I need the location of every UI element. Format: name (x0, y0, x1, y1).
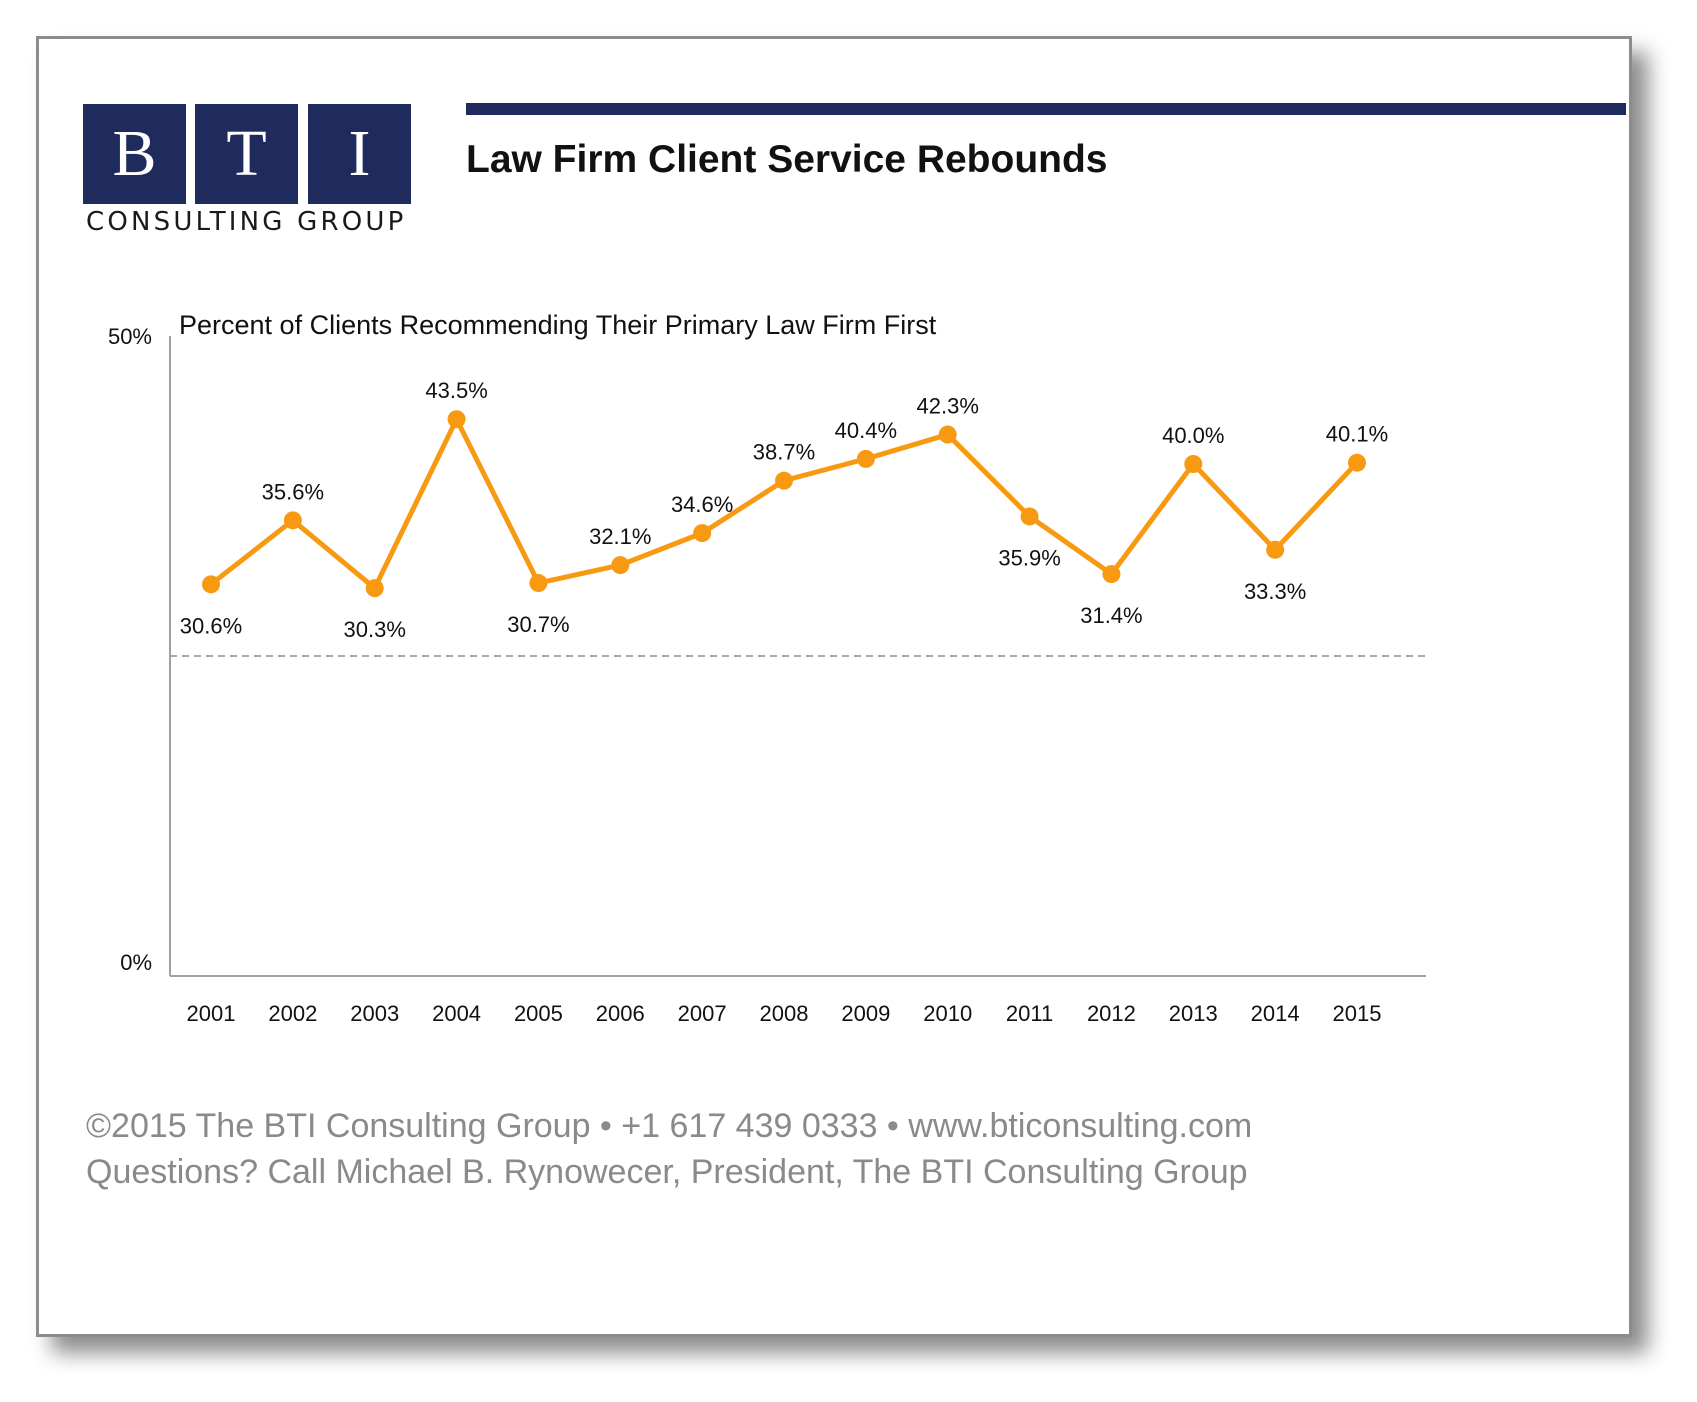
data-point (447, 410, 466, 429)
data-label: 30.3% (344, 617, 406, 642)
footer-contact: Questions? Call Michael B. Rynowecer, Pr… (86, 1153, 1248, 1191)
chart-title: Law Firm Client Service Rebounds (466, 138, 1108, 181)
data-label: 38.7% (753, 440, 815, 465)
x-tick-label: 2004 (432, 1001, 481, 1026)
x-tick-label: 2013 (1169, 1001, 1218, 1026)
data-label: 40.4% (835, 418, 897, 443)
data-label: 43.5% (425, 378, 487, 403)
data-point (856, 449, 875, 468)
x-tick-label: 2003 (350, 1001, 399, 1026)
logo-letter-b: B (83, 104, 186, 204)
data-point (775, 471, 793, 490)
data-label: 30.7% (507, 612, 569, 637)
data-point (693, 524, 712, 543)
data-point (202, 575, 220, 594)
data-label: 32.1% (589, 524, 651, 549)
x-tick-label: 2008 (760, 1001, 809, 1026)
data-label: 40.1% (1326, 422, 1388, 447)
x-tick-label: 2005 (514, 1001, 563, 1026)
data-label: 35.6% (262, 479, 324, 504)
x-tick-label: 2001 (187, 1001, 236, 1026)
x-tick-label: 2011 (1006, 1001, 1053, 1026)
logo-letter-i: I (308, 104, 411, 204)
data-point (365, 579, 384, 598)
data-label: 42.3% (917, 394, 979, 419)
data-point (529, 574, 548, 593)
y-tick-label: 0% (120, 950, 152, 975)
logo-subtitle: CONSULTING GROUP (86, 207, 407, 237)
x-tick-label: 2007 (678, 1001, 727, 1026)
data-label: 31.4% (1080, 603, 1142, 628)
y-tick-label: 50% (108, 324, 152, 349)
x-tick-label: 2015 (1333, 1001, 1382, 1026)
data-label: 34.6% (671, 492, 733, 517)
title-rule (466, 103, 1626, 115)
data-label: 40.0% (1162, 423, 1224, 448)
x-tick-label: 2006 (596, 1001, 645, 1026)
chart-card: B T I CONSULTING GROUP Law Firm Client S… (36, 36, 1632, 1337)
data-point (1102, 565, 1121, 584)
data-point (1020, 507, 1039, 526)
data-point (1348, 453, 1366, 472)
chart-subtitle: Percent of Clients Recommending Their Pr… (179, 310, 937, 340)
data-point (283, 511, 302, 530)
line-chart: 0% 50% 2001 2002 2003 2004 2005 2006 2007 2008 200… (108, 324, 1426, 1026)
data-label: 35.9% (998, 545, 1060, 570)
data-point (1184, 455, 1203, 473)
x-tick-label: 2012 (1087, 1001, 1136, 1026)
footer-copyright: ©2015 The BTI Consulting Group • +1 617 … (86, 1107, 1253, 1145)
x-tick-label: 2002 (268, 1001, 317, 1026)
x-tick-label: 2010 (923, 1001, 972, 1026)
data-label: 30.6% (180, 613, 242, 638)
data-point (938, 425, 957, 444)
data-point (1266, 540, 1285, 559)
x-tick-label: 2014 (1251, 1001, 1300, 1026)
x-tick-label: 2009 (841, 1001, 890, 1026)
data-label: 33.3% (1244, 579, 1306, 604)
data-point (611, 556, 630, 575)
logo-letter-t: T (195, 104, 298, 204)
